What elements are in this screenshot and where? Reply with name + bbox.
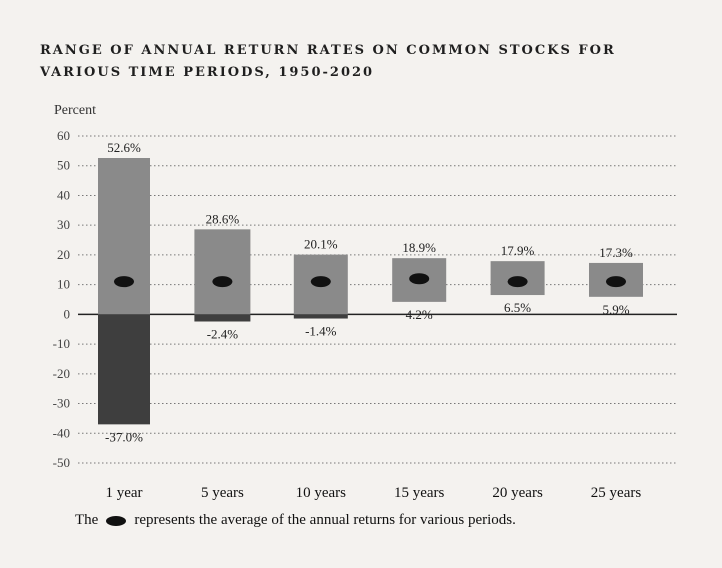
category-label: 15 years: [394, 485, 445, 501]
y-tick-label: 30: [57, 217, 70, 232]
y-tick-label: 10: [57, 277, 70, 292]
y-tick-label: -20: [53, 366, 70, 381]
high-value-label: 52.6%: [107, 140, 141, 155]
low-value-label: 4.2%: [406, 307, 433, 322]
high-value-label: 28.6%: [206, 211, 240, 226]
low-value-label: 5.9%: [602, 302, 629, 317]
y-tick-label: 60: [57, 128, 70, 143]
average-marker: [409, 273, 430, 285]
average-marker: [212, 276, 233, 288]
low-value-label: -2.4%: [207, 326, 239, 341]
average-marker: [606, 276, 626, 288]
range-box-negative: [293, 314, 348, 319]
high-value-label: 17.3%: [599, 245, 633, 260]
category-label: 25 years: [591, 485, 642, 501]
average-marker-icon: [106, 515, 127, 526]
y-tick-label: -50: [53, 455, 70, 470]
legend-note: The represents the average of the annual…: [75, 512, 516, 529]
chart-title: RANGE OF ANNUAL RETURN RATES ON COMMON S…: [40, 43, 616, 80]
y-tick-label: 50: [57, 158, 70, 173]
note-text: represents the average of the annual ret…: [134, 512, 516, 528]
category-label: 20 years: [492, 485, 543, 501]
range-box-negative: [98, 314, 150, 425]
note-prefix: The: [75, 512, 99, 528]
high-value-label: 20.1%: [304, 237, 338, 252]
low-value-label: 6.5%: [504, 300, 531, 315]
range-box-positive: [98, 157, 150, 315]
average-marker: [114, 276, 134, 288]
y-tick-label: 20: [57, 247, 70, 262]
y-tick-label: -10: [53, 336, 70, 351]
range-box-negative: [194, 314, 251, 322]
average-marker: [507, 276, 528, 288]
y-tick-label: -30: [53, 396, 70, 411]
high-value-label: 18.9%: [402, 240, 436, 255]
category-label: 10 years: [296, 485, 347, 501]
y-tick-label: -40: [53, 425, 70, 440]
low-value-label: -1.4%: [305, 324, 337, 339]
category-label: 5 years: [201, 485, 244, 501]
low-value-label: -37.0%: [105, 429, 143, 444]
range-box-positive: [194, 229, 251, 315]
high-value-label: 17.9%: [501, 243, 535, 258]
y-tick-label: 40: [57, 187, 70, 202]
category-label: 1 year: [105, 485, 142, 501]
y-tick-label: 0: [64, 306, 71, 321]
average-marker: [310, 276, 331, 288]
y-axis-label: Percent: [54, 103, 96, 118]
